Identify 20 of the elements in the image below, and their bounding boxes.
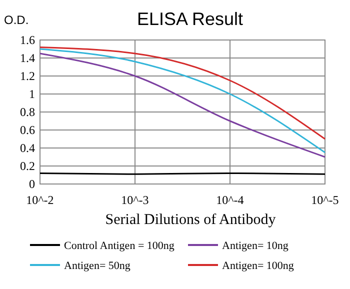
- y-tick-label: 1: [29, 87, 35, 101]
- y-axis-title: O.D.: [4, 13, 29, 27]
- y-tick-label: 1.2: [20, 69, 35, 83]
- x-tick-label: 10^-3: [121, 193, 149, 207]
- y-tick-label: 0.8: [20, 105, 35, 119]
- y-tick-label: 0.4: [20, 141, 35, 155]
- y-tick-label: 1.4: [20, 51, 35, 65]
- chart-title: ELISA Result: [136, 9, 244, 29]
- x-tick-label: 10^-5: [311, 193, 339, 207]
- y-tick-label: 0.2: [20, 159, 35, 173]
- legend-label: Antigen= 10ng: [222, 240, 289, 252]
- x-axis-title: Serial Dilutions of Antibody: [105, 212, 276, 228]
- x-tick-label: 10^-4: [216, 193, 244, 207]
- x-tick-label: 10^-2: [26, 193, 54, 207]
- legend-label: Control Antigen = 100ng: [64, 240, 175, 252]
- legend-label: Antigen= 50ng: [64, 260, 131, 272]
- y-tick-label: 1.6: [20, 33, 35, 47]
- legend-label: Antigen= 100ng: [222, 260, 294, 272]
- y-tick-label: 0.6: [20, 123, 35, 137]
- y-tick-label: 0: [29, 177, 35, 191]
